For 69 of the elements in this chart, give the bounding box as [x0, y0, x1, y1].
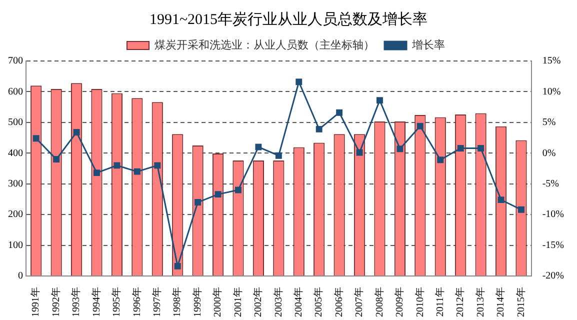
x-tick-label: 2003年: [272, 287, 284, 317]
x-tick-label: 1995年: [110, 287, 123, 317]
x-tick-label: 2011年: [434, 287, 446, 317]
point: [134, 168, 140, 175]
y-tick-label: 600: [8, 86, 23, 98]
y-tick-label: 0: [18, 270, 23, 282]
point: [194, 199, 202, 206]
x-tick-label: 2000年: [212, 287, 224, 317]
chart-title: 1991~2015年炭行业从业人员总数及增长率: [148, 10, 429, 29]
x-tick-label: 2010年: [414, 287, 426, 317]
x-tick-label: 2006年: [332, 287, 345, 317]
y-tick-label: 300: [8, 178, 23, 190]
x-tick-label: 2004年: [292, 287, 305, 317]
x-tick-label: 2007年: [353, 287, 366, 317]
y2-tick-label: 5%: [542, 117, 556, 128]
x-tick-label: 1993年: [70, 287, 82, 317]
point: [214, 191, 222, 198]
point: [296, 78, 302, 86]
point: [416, 122, 424, 130]
y2-tick-label: 15%: [542, 56, 561, 67]
point: [94, 170, 100, 176]
y2-tick-label: 0%: [542, 148, 556, 159]
legend-label: 增长率: [411, 38, 445, 52]
point: [275, 152, 282, 159]
y2-tick-label: 10%: [542, 86, 561, 98]
x-tick-label: 2009年: [394, 287, 406, 317]
y-tick-label: 500: [8, 117, 23, 128]
y2-tick-label: -20%: [542, 270, 564, 282]
y2-tick-label: -5%: [542, 178, 560, 190]
point: [235, 186, 242, 194]
point: [457, 145, 464, 152]
x-tick-label: 2013年: [474, 287, 486, 317]
x-tick-label: 2008年: [373, 287, 386, 317]
point: [154, 162, 161, 169]
point: [114, 162, 120, 169]
x-tick-label: 2014年: [494, 287, 507, 317]
point: [396, 146, 404, 152]
x-tick-label: 1999年: [191, 287, 204, 317]
x-tick-label: 2001年: [232, 287, 244, 317]
point: [478, 145, 484, 152]
point: [73, 129, 80, 136]
y-tick-label: 700: [8, 56, 23, 67]
x-tick-label: 1994年: [90, 287, 102, 317]
x-tick-label: 2012年: [454, 287, 466, 317]
point: [255, 144, 262, 150]
point: [356, 149, 363, 156]
point: [498, 196, 504, 204]
point: [336, 109, 343, 116]
y-tick-label: 200: [8, 209, 23, 220]
x-tick-label: 2002年: [252, 287, 264, 317]
point: [437, 156, 444, 164]
x-tick-label: 1998年: [171, 287, 184, 317]
x-tick-label: 2005年: [312, 287, 325, 317]
point: [174, 262, 181, 270]
x-tick-label: 1991年: [30, 287, 42, 317]
y2-tick-label: -10%: [542, 209, 564, 220]
y-tick-label: 100: [8, 240, 23, 251]
x-tick-label: 1997年: [151, 287, 164, 317]
point: [53, 156, 60, 163]
legend-label: 煤炭开采和洗选业：从业人员数（主坐标轴）: [154, 38, 374, 52]
point: [32, 135, 40, 142]
y2-tick-label: -15%: [542, 240, 564, 251]
point: [518, 206, 524, 213]
point: [316, 126, 322, 132]
x-tick-label: 2015年: [514, 287, 527, 317]
point: [376, 97, 383, 104]
x-tick-label: 1992年: [50, 287, 62, 317]
y-tick-label: 400: [8, 148, 23, 159]
x-tick-label: 1996年: [130, 287, 143, 317]
